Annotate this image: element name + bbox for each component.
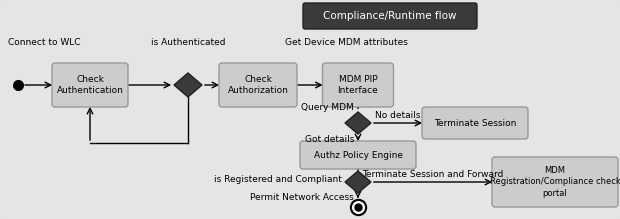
FancyBboxPatch shape (52, 63, 128, 107)
Text: No details: No details (375, 111, 421, 120)
Text: Terminate Session: Terminate Session (434, 118, 516, 127)
Text: Compliance/Runtime flow: Compliance/Runtime flow (323, 11, 457, 21)
Text: MDM
Registration/Compliance check
portal: MDM Registration/Compliance check portal (490, 166, 620, 198)
Text: Check
Authorization: Check Authorization (228, 75, 288, 95)
Polygon shape (174, 73, 202, 97)
FancyBboxPatch shape (219, 63, 297, 107)
FancyBboxPatch shape (303, 3, 477, 29)
Text: Terminate Session and Forward: Terminate Session and Forward (362, 170, 503, 179)
Text: Permit Network Access: Permit Network Access (250, 193, 354, 201)
Text: Connect to WLC: Connect to WLC (8, 38, 81, 47)
Text: is Registered and Compliant: is Registered and Compliant (214, 175, 342, 184)
FancyBboxPatch shape (492, 157, 618, 207)
Text: Check
Authentication: Check Authentication (56, 75, 123, 95)
Polygon shape (345, 171, 371, 193)
Text: Query MDM: Query MDM (301, 104, 354, 113)
Text: Get Device MDM attributes: Get Device MDM attributes (285, 38, 408, 47)
Polygon shape (345, 112, 371, 134)
Text: is Authenticated: is Authenticated (151, 38, 225, 47)
Text: Authz Policy Engine: Authz Policy Engine (314, 150, 402, 159)
Text: Got details: Got details (304, 134, 354, 143)
FancyBboxPatch shape (322, 63, 394, 107)
FancyBboxPatch shape (422, 107, 528, 139)
Text: MDM PIP
Interface: MDM PIP Interface (338, 75, 378, 95)
FancyBboxPatch shape (300, 141, 416, 169)
